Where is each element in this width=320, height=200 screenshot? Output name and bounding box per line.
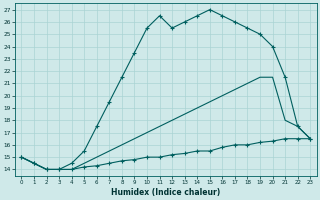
- X-axis label: Humidex (Indice chaleur): Humidex (Indice chaleur): [111, 188, 220, 197]
